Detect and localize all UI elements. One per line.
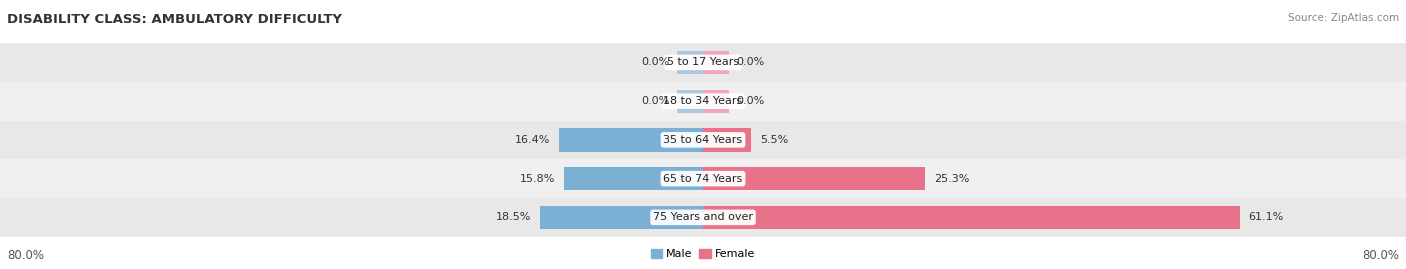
Text: Source: ZipAtlas.com: Source: ZipAtlas.com (1288, 13, 1399, 23)
Text: 0.0%: 0.0% (641, 96, 669, 106)
Text: 80.0%: 80.0% (7, 249, 44, 262)
Text: 65 to 74 Years: 65 to 74 Years (664, 174, 742, 184)
Text: 5 to 17 Years: 5 to 17 Years (666, 57, 740, 68)
Text: 0.0%: 0.0% (641, 57, 669, 68)
Text: 15.8%: 15.8% (520, 174, 555, 184)
Legend: Male, Female: Male, Female (647, 244, 759, 263)
Text: 18 to 34 Years: 18 to 34 Years (664, 96, 742, 106)
Text: 0.0%: 0.0% (737, 57, 765, 68)
Text: 75 Years and over: 75 Years and over (652, 212, 754, 222)
Bar (560, 128, 703, 151)
Text: 61.1%: 61.1% (1249, 212, 1284, 222)
Bar (0, 159, 1406, 198)
Text: 5.5%: 5.5% (761, 135, 789, 145)
Bar (676, 51, 703, 74)
Text: 0.0%: 0.0% (737, 96, 765, 106)
Text: 80.0%: 80.0% (1362, 249, 1399, 262)
Text: 16.4%: 16.4% (515, 135, 550, 145)
Bar (0, 121, 1406, 159)
Text: 35 to 64 Years: 35 to 64 Years (664, 135, 742, 145)
Text: 18.5%: 18.5% (496, 212, 531, 222)
Bar (703, 206, 1240, 229)
Bar (0, 82, 1406, 121)
Text: DISABILITY CLASS: AMBULATORY DIFFICULTY: DISABILITY CLASS: AMBULATORY DIFFICULTY (7, 13, 342, 26)
Text: 25.3%: 25.3% (934, 174, 970, 184)
Bar (564, 167, 703, 190)
Bar (703, 51, 730, 74)
Bar (703, 128, 751, 151)
Bar (703, 167, 925, 190)
Bar (0, 43, 1406, 82)
Bar (0, 198, 1406, 237)
Bar (703, 90, 730, 113)
Bar (540, 206, 703, 229)
Bar (676, 90, 703, 113)
